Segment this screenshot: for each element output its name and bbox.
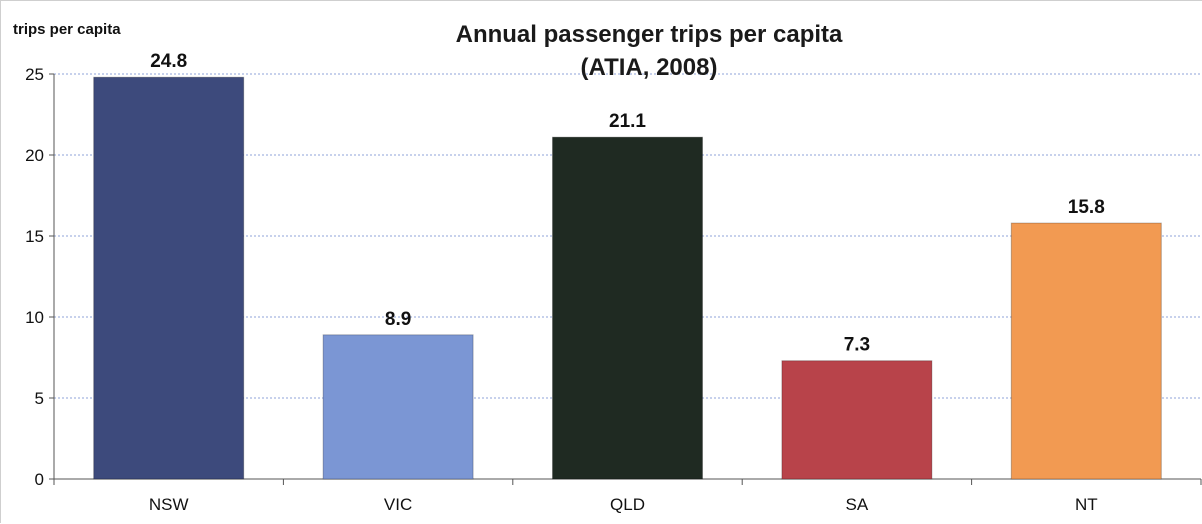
data-label-sa: 7.3 <box>844 335 870 356</box>
x-tick-label: QLD <box>610 495 645 514</box>
y-axis-label: trips per capita <box>13 21 121 38</box>
y-tick-label: 25 <box>25 65 44 84</box>
bar-nt <box>1010 222 1162 480</box>
x-tick-label: VIC <box>384 495 412 514</box>
data-label-qld: 21.1 <box>609 111 646 132</box>
x-tick-label: SA <box>846 495 869 514</box>
bar-nsw <box>93 76 245 480</box>
y-tick-label: 5 <box>35 389 44 408</box>
y-tick-label: 20 <box>25 146 44 165</box>
data-labels: 24.8 NSW 8.9 VIC 21.1 QLD 7.3 SA 15.8 NT <box>149 51 1105 514</box>
bar-vic <box>322 334 474 480</box>
y-tick-label: 0 <box>35 470 44 489</box>
y-tick-label: 15 <box>25 227 44 246</box>
y-tick-label: 10 <box>25 308 44 327</box>
bar-sa <box>781 360 933 480</box>
chart-subtitle: (ATIA, 2008) <box>581 54 718 81</box>
data-label-nsw: 24.8 <box>150 51 187 72</box>
data-label-nt: 15.8 <box>1068 197 1105 218</box>
bars <box>93 76 1162 480</box>
x-tick-label: NSW <box>149 495 189 514</box>
data-label-vic: 8.9 <box>385 309 411 330</box>
chart-title: Annual passenger trips per capita <box>456 21 843 48</box>
bar-qld <box>552 136 703 480</box>
x-tick-label: NT <box>1075 495 1098 514</box>
